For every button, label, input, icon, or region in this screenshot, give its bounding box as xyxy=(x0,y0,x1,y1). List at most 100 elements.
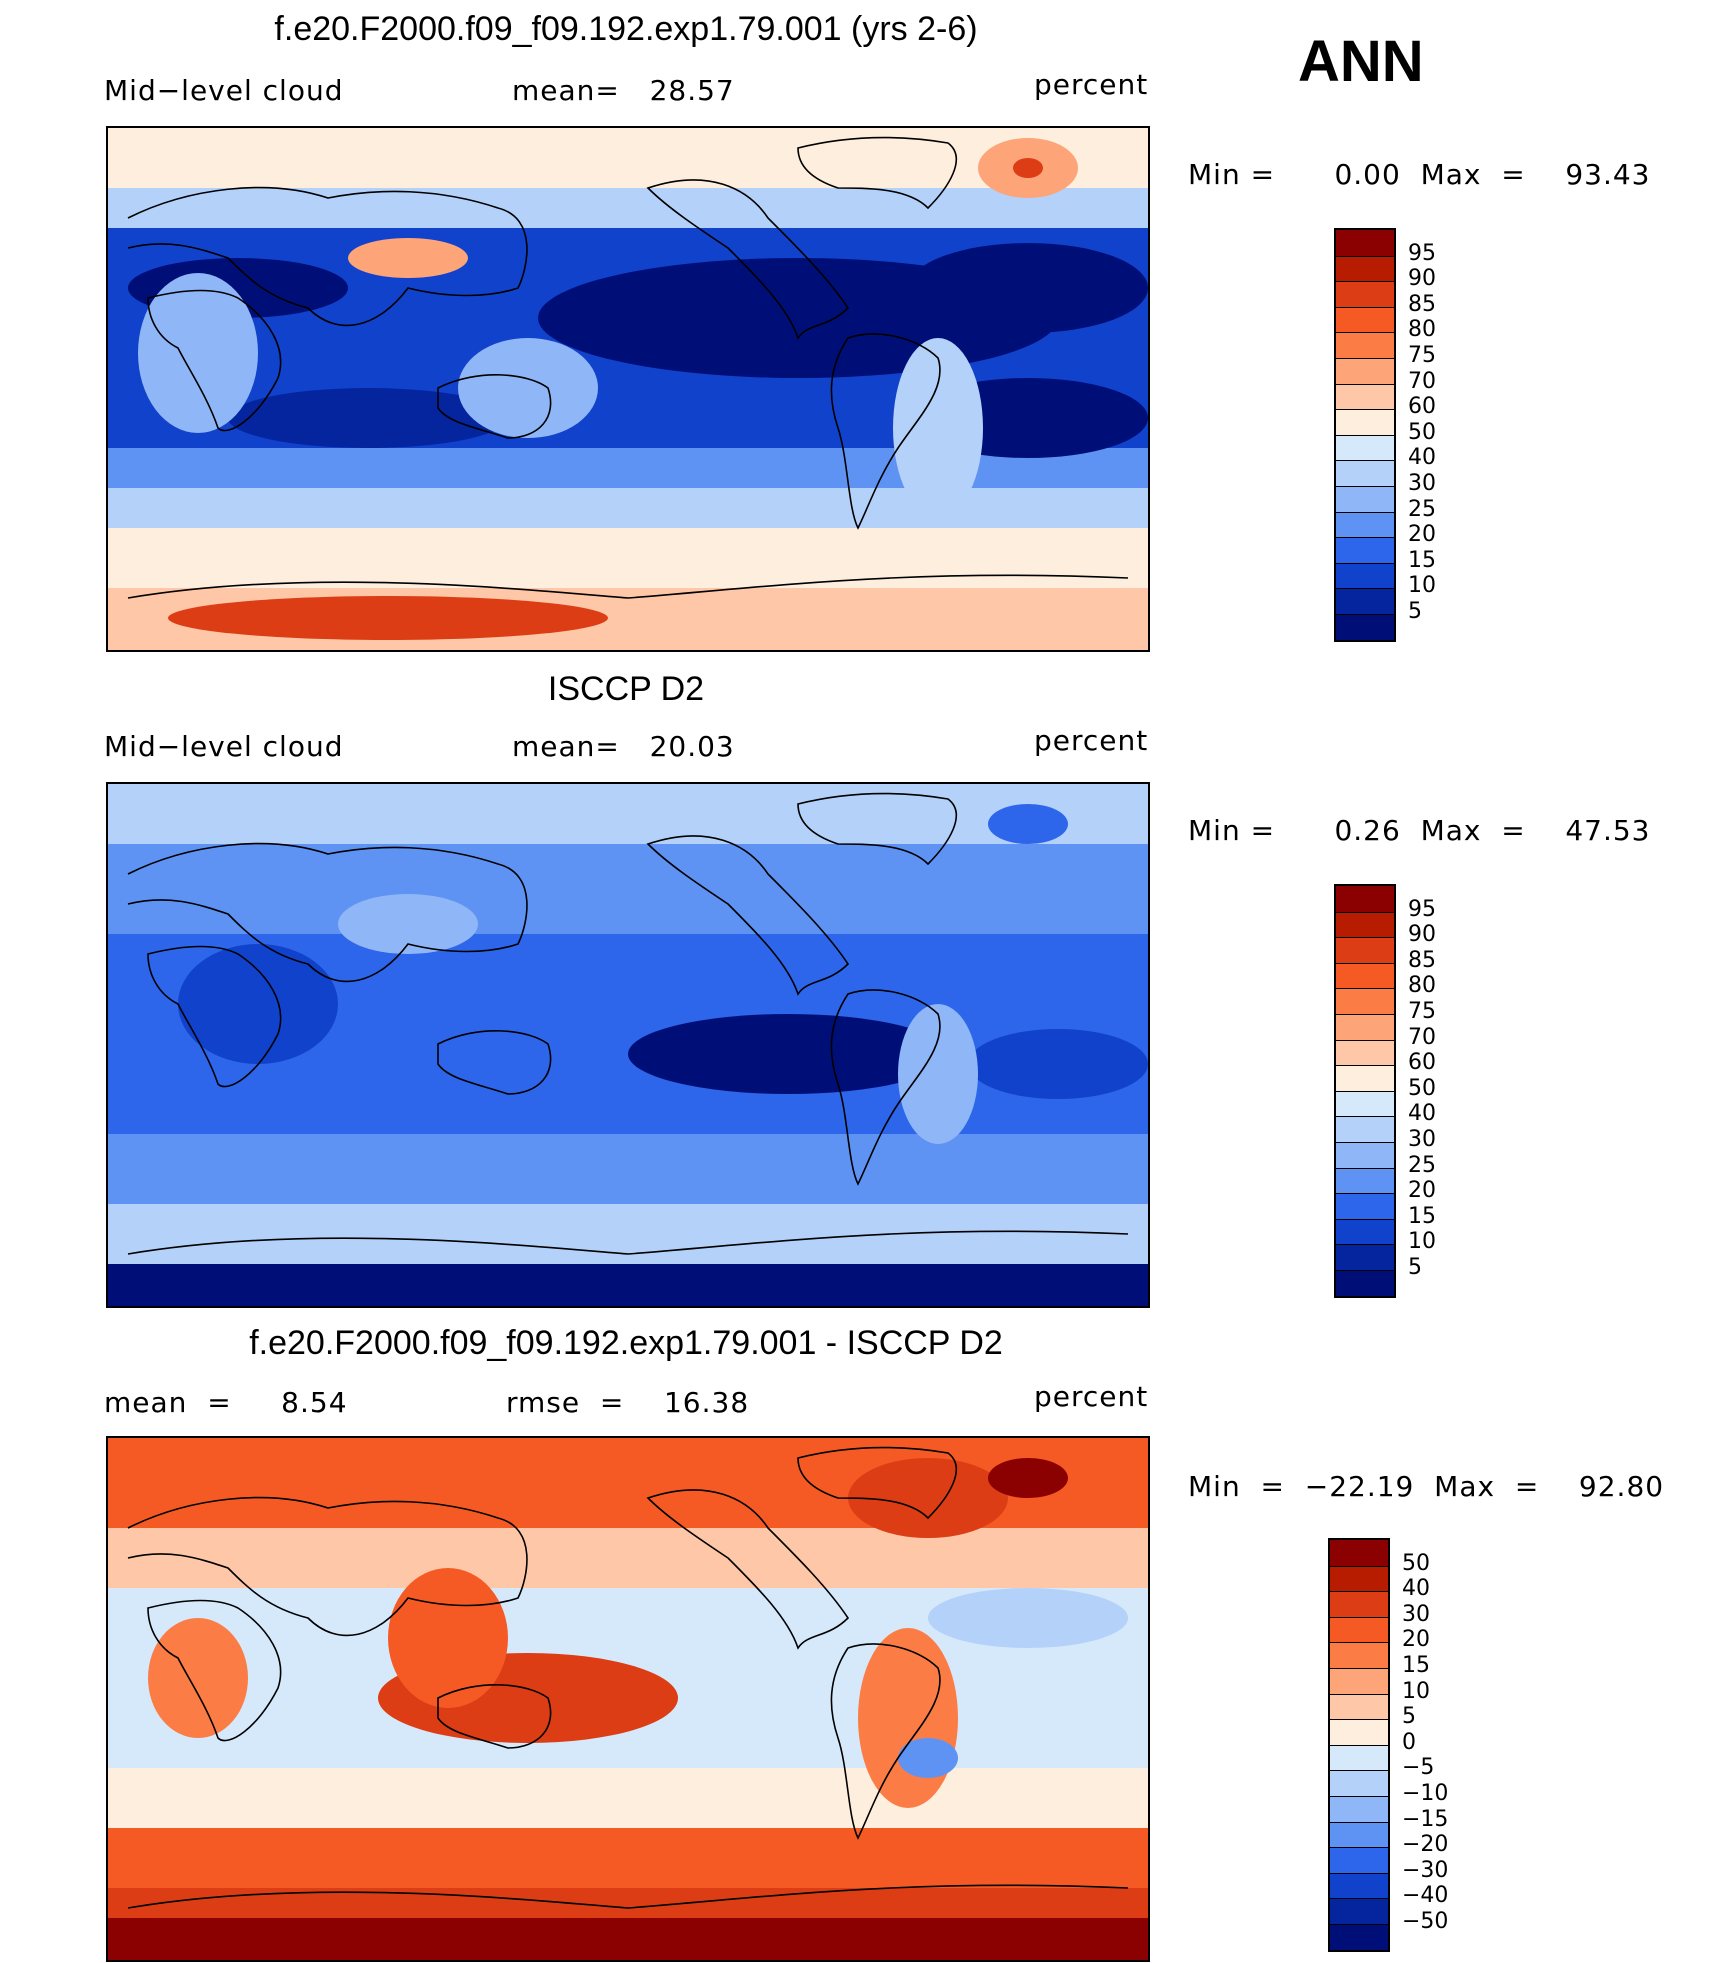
colorbar-separator xyxy=(1336,1039,1394,1041)
panel-2-map xyxy=(106,782,1150,1308)
colorbar-label: −30 xyxy=(1402,1857,1449,1883)
colorbar-separator xyxy=(1330,1642,1388,1644)
colorbar-label: 40 xyxy=(1408,1101,1436,1127)
colorbar-label: −50 xyxy=(1402,1909,1449,1934)
colorbar-separator xyxy=(1330,1668,1388,1669)
colorbar-swatch xyxy=(1330,1770,1388,1796)
colorbar-separator xyxy=(1330,1847,1388,1849)
colorbar-swatch xyxy=(1336,988,1394,1014)
colorbar-swatch xyxy=(1336,409,1394,435)
colorbar-separator xyxy=(1336,1193,1394,1195)
colorbar-label: 50 xyxy=(1402,1550,1430,1576)
colorbar-separator xyxy=(1336,306,1394,308)
panel-3-units: percent xyxy=(1034,1380,1149,1413)
colorbar-swatch xyxy=(1336,1116,1394,1142)
panel-3-rmse: rmse = 16.38 xyxy=(506,1386,750,1419)
colorbar-separator xyxy=(1330,1591,1388,1593)
colorbar-label: 70 xyxy=(1408,1024,1436,1050)
colorbar-swatch xyxy=(1336,1193,1394,1219)
panel-1-units: percent xyxy=(1034,68,1149,101)
colorbar-swatch xyxy=(1330,1924,1388,1950)
panel-2-colorbar xyxy=(1334,884,1396,1298)
colorbar-separator xyxy=(1336,537,1394,539)
panel-2-mean: mean= 20.03 xyxy=(512,730,735,763)
colorbar-swatch xyxy=(1336,511,1394,538)
colorbar-swatch xyxy=(1330,1642,1388,1668)
colorbar-separator xyxy=(1336,511,1394,513)
colorbar-separator xyxy=(1336,281,1394,283)
colorbar-separator xyxy=(1330,1796,1388,1797)
panel-1-mean: mean= 28.57 xyxy=(512,74,735,107)
colorbar-swatch xyxy=(1336,1218,1394,1245)
colorbar-label: 20 xyxy=(1408,1178,1436,1204)
colorbar-label: 40 xyxy=(1408,445,1436,471)
colorbar-separator xyxy=(1336,1090,1394,1092)
colorbar-label: 95 xyxy=(1408,896,1436,922)
colorbar-separator xyxy=(1336,332,1394,334)
colorbar-swatch xyxy=(1336,460,1394,486)
colorbar-separator xyxy=(1336,1270,1394,1271)
colorbar-swatch xyxy=(1336,486,1394,512)
colorbar-separator xyxy=(1330,1744,1388,1746)
colorbar-swatch xyxy=(1336,962,1394,989)
colorbar-label: 85 xyxy=(1408,291,1436,317)
colorbar-label: 20 xyxy=(1402,1627,1430,1653)
panel-1-title: f.e20.F2000.f09_f09.192.exp1.79.001 (yrs… xyxy=(274,10,978,48)
colorbar-separator xyxy=(1330,1924,1388,1925)
colorbar-swatch xyxy=(1330,1668,1388,1694)
colorbar-label: −5 xyxy=(1402,1755,1435,1781)
colorbar-label: 80 xyxy=(1408,317,1436,343)
colorbar-label: 90 xyxy=(1408,266,1436,292)
panel-3-map-field xyxy=(108,1438,1148,1960)
colorbar-swatch xyxy=(1330,1872,1388,1899)
panel-3-colorbar xyxy=(1328,1538,1390,1952)
colorbar-swatch xyxy=(1336,434,1394,461)
colorbar-separator xyxy=(1336,1218,1394,1220)
colorbar-label: 25 xyxy=(1408,1152,1436,1178)
colorbar-label: 15 xyxy=(1408,547,1436,573)
colorbar-separator xyxy=(1336,460,1394,462)
colorbar-swatch xyxy=(1330,1847,1388,1873)
colorbar-swatch xyxy=(1330,1796,1388,1822)
colorbar-separator xyxy=(1330,1719,1388,1721)
colorbar-swatch xyxy=(1336,537,1394,563)
colorbar-separator xyxy=(1336,1116,1394,1118)
panel-3-title: f.e20.F2000.f09_f09.192.exp1.79.001 - IS… xyxy=(249,1324,1003,1362)
colorbar-separator xyxy=(1336,1014,1394,1015)
colorbar-swatch xyxy=(1336,306,1394,333)
colorbar-label: 80 xyxy=(1408,973,1436,999)
colorbar-swatch xyxy=(1336,230,1394,256)
colorbar-swatch xyxy=(1336,281,1394,307)
colorbar-swatch xyxy=(1330,1898,1388,1924)
panel-3-map xyxy=(106,1436,1150,1962)
colorbar-separator xyxy=(1336,1244,1394,1246)
colorbar-label: −40 xyxy=(1402,1883,1449,1909)
colorbar-separator xyxy=(1336,1167,1394,1169)
colorbar-label: 5 xyxy=(1408,599,1422,624)
panel-2-title: ISCCP D2 xyxy=(547,670,705,708)
colorbar-label: 0 xyxy=(1402,1729,1416,1755)
colorbar-label: 30 xyxy=(1408,1127,1436,1152)
colorbar-swatch xyxy=(1330,1719,1388,1745)
colorbar-swatch xyxy=(1336,614,1394,640)
colorbar-separator xyxy=(1336,358,1394,359)
colorbar-label: 20 xyxy=(1408,522,1436,548)
colorbar-label: 60 xyxy=(1408,1050,1436,1076)
colorbar-label: 75 xyxy=(1408,343,1436,368)
panel-1-map xyxy=(106,126,1150,652)
colorbar-label: 60 xyxy=(1408,394,1436,420)
colorbar-label: 85 xyxy=(1408,947,1436,973)
colorbar-separator xyxy=(1330,1821,1388,1823)
colorbar-label: 30 xyxy=(1408,471,1436,496)
colorbar-label: 10 xyxy=(1402,1678,1430,1704)
colorbar-separator xyxy=(1336,937,1394,939)
colorbar-label: 30 xyxy=(1402,1601,1430,1627)
colorbar-separator xyxy=(1330,1898,1388,1900)
colorbar-separator xyxy=(1336,911,1394,913)
colorbar-label: 75 xyxy=(1408,999,1436,1024)
colorbar-swatch xyxy=(1330,1591,1388,1617)
colorbar-label: 5 xyxy=(1402,1704,1416,1730)
colorbar-swatch xyxy=(1336,1090,1394,1117)
colorbar-swatch xyxy=(1336,562,1394,589)
colorbar-separator xyxy=(1336,255,1394,257)
